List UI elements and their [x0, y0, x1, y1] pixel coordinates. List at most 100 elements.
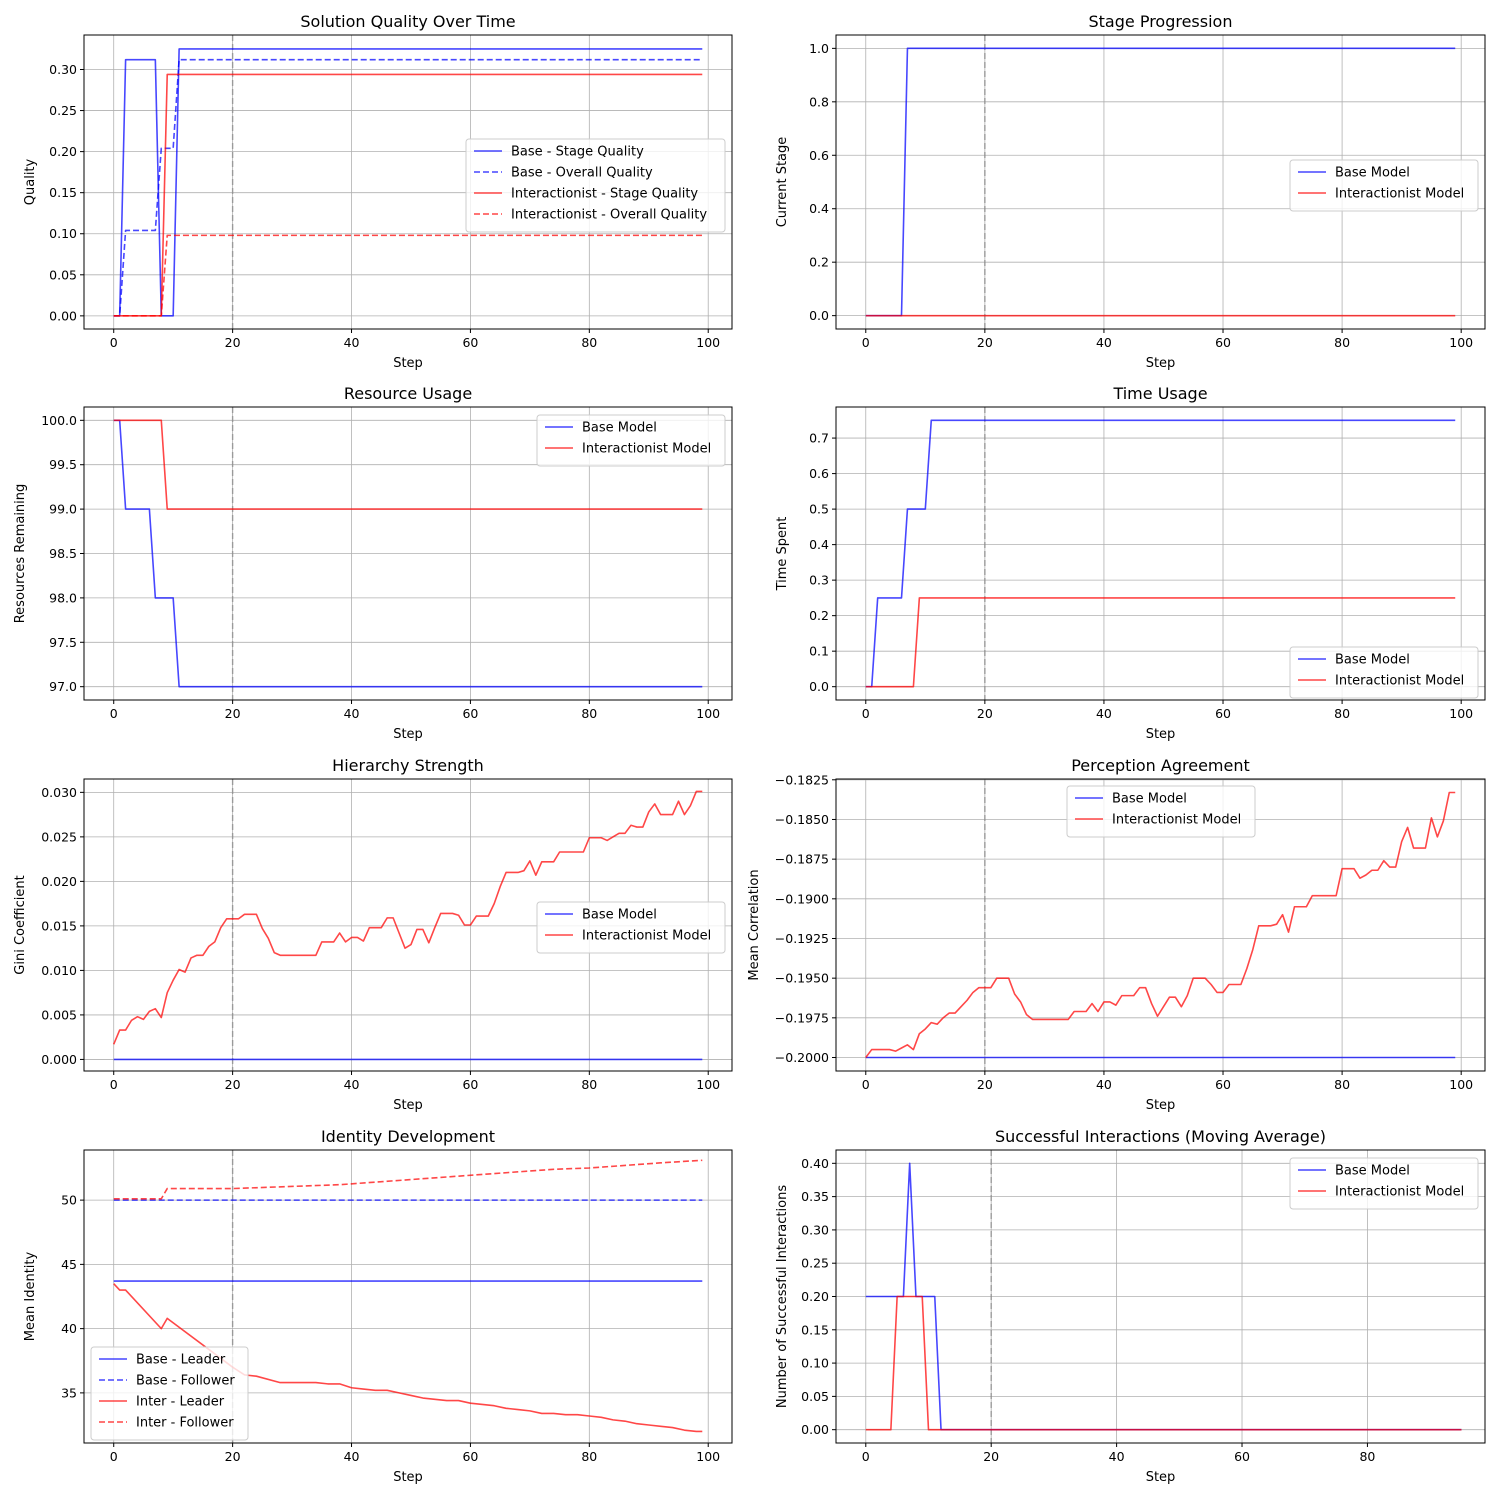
x-tick-label: 80 [1334, 1077, 1350, 1092]
y-axis-label: Quality [23, 158, 38, 205]
legend-label: Base - Leader [136, 1353, 226, 1368]
y-tick-label: 0.1 [809, 644, 829, 659]
series-line-base-solid [865, 419, 1456, 688]
chart-title: Identity Development [321, 1127, 495, 1146]
y-axis-label: Current Stage [775, 137, 790, 228]
y-tick-label: 0.000 [41, 1052, 77, 1067]
chart-title: Perception Agreement [1071, 756, 1250, 775]
y-axis-label: Time Spent [775, 517, 790, 592]
series-line-base-solid [113, 48, 703, 317]
x-tick-label: 60 [462, 706, 478, 721]
chart-title: Stage Progression [1089, 12, 1233, 31]
y-tick-label: 1.0 [809, 41, 829, 56]
x-tick-label: 80 [581, 706, 597, 721]
y-tick-label: 0.030 [41, 785, 77, 800]
x-tick-label: 40 [1109, 1449, 1125, 1464]
y-tick-label: 0.2 [809, 255, 829, 270]
plot-frame [83, 1149, 733, 1444]
legend-label: Base Model [1335, 166, 1410, 181]
chart-title: Resource Usage [344, 384, 472, 403]
legend-label: Interactionist Model [1112, 813, 1241, 828]
y-tick-label: 0.4 [809, 537, 829, 552]
x-tick-label: 20 [225, 1077, 241, 1092]
legend-label: Inter - Leader [136, 1395, 225, 1410]
series-line-inter-solid [112, 790, 703, 1045]
x-axis-label: Step [1146, 727, 1176, 742]
x-tick-label: 80 [1359, 1449, 1375, 1464]
legend-label: Base Model [1335, 653, 1410, 668]
y-tick-label: 0.020 [41, 874, 77, 889]
x-tick-label: 80 [1334, 706, 1350, 721]
series-line-inter-dashed [113, 1159, 703, 1200]
series-line-inter-dashed [113, 234, 703, 317]
legend-box [536, 901, 726, 954]
legend: Base - Stage Quality Base - Overall Quali… [465, 138, 726, 233]
y-tick-label: 0.20 [801, 1289, 829, 1304]
chart-title: Time Usage [1112, 384, 1207, 403]
y-tick-label: 0.010 [41, 963, 77, 978]
y-tick-label: 45 [61, 1257, 77, 1272]
x-axis-label: Step [1146, 356, 1176, 371]
x-tick-label: 100 [1449, 335, 1473, 350]
plot-frame [83, 778, 733, 1072]
series-line-inter-solid [113, 419, 703, 510]
x-tick-label: 40 [344, 1449, 360, 1464]
y-tick-label: 0.2 [809, 608, 829, 623]
legend: Base Model Interactionist Model [1289, 159, 1479, 212]
y-tick-label: 0.0 [809, 308, 829, 323]
legend: Base Model Interactionist Model [1289, 1157, 1479, 1210]
x-tick-label: 60 [1215, 335, 1231, 350]
legend: Base Model Interactionist Model [536, 901, 726, 954]
x-tick-label: 0 [862, 335, 870, 350]
x-tick-label: 100 [696, 1449, 720, 1464]
x-tick-label: 100 [1449, 706, 1473, 721]
plot-frame [835, 34, 1486, 330]
legend: Base Model Interactionist Model [536, 414, 726, 467]
x-tick-label: 80 [581, 1449, 597, 1464]
y-axis-label: Gini Coefficient [13, 875, 28, 974]
x-tick-label: 40 [344, 335, 360, 350]
chart-panel-stage: 0 20 40 60 80 100 0.0 0.2 0.4 0.6 0.8 1.0 Stage Prog… [775, 12, 1486, 371]
legend-label: Interactionist Model [582, 442, 711, 457]
chart-panel-quality: 0 20 40 60 80 100 0.00 0.05 0.10 0.15 0.20 0.25 0.30… [23, 12, 733, 371]
y-tick-label: 99.0 [49, 502, 77, 517]
y-tick-label: 98.0 [49, 590, 77, 605]
legend-label: Base - Stage Quality [511, 145, 644, 160]
legend-box [536, 414, 726, 467]
legend-label: Base - Follower [136, 1374, 235, 1389]
y-tick-label: 0.25 [801, 1256, 829, 1271]
x-tick-label: 60 [1215, 1077, 1231, 1092]
x-tick-label: 40 [344, 1077, 360, 1092]
y-tick-label: 0.15 [801, 1322, 829, 1337]
x-tick-label: 60 [462, 1449, 478, 1464]
y-tick-label: −0.1975 [775, 1010, 829, 1025]
x-tick-label: 20 [977, 335, 993, 350]
x-tick-label: 40 [344, 706, 360, 721]
y-tick-label: 0.7 [809, 431, 829, 446]
x-tick-label: 80 [581, 335, 597, 350]
legend: Base Model Interactionist Model [1289, 646, 1479, 699]
x-axis-label: Step [1146, 1470, 1176, 1485]
y-tick-label: 0.025 [41, 829, 77, 844]
series-line-inter-solid [865, 791, 1456, 1058]
legend-label: Base Model [582, 908, 657, 923]
x-tick-label: 100 [696, 706, 720, 721]
y-tick-label: −0.2000 [775, 1050, 829, 1065]
y-axis-label: Resources Remaining [13, 484, 28, 624]
x-tick-label: 0 [110, 335, 118, 350]
x-tick-label: 20 [983, 1449, 999, 1464]
y-tick-label: −0.1900 [775, 891, 829, 906]
x-tick-label: 0 [110, 706, 118, 721]
y-tick-label: 0.0 [809, 679, 829, 694]
x-tick-label: 40 [1096, 706, 1112, 721]
y-tick-label: 0.35 [801, 1189, 829, 1204]
legend-label: Interactionist - Overall Quality [511, 208, 707, 223]
y-tick-label: 97.5 [49, 635, 77, 650]
x-tick-label: 40 [1096, 335, 1112, 350]
x-tick-label: 20 [225, 706, 241, 721]
legend-box [90, 1346, 249, 1441]
legend-label: Base - Overall Quality [511, 166, 653, 181]
y-tick-label: −0.1875 [775, 852, 829, 867]
x-axis-label: Step [393, 1470, 423, 1485]
